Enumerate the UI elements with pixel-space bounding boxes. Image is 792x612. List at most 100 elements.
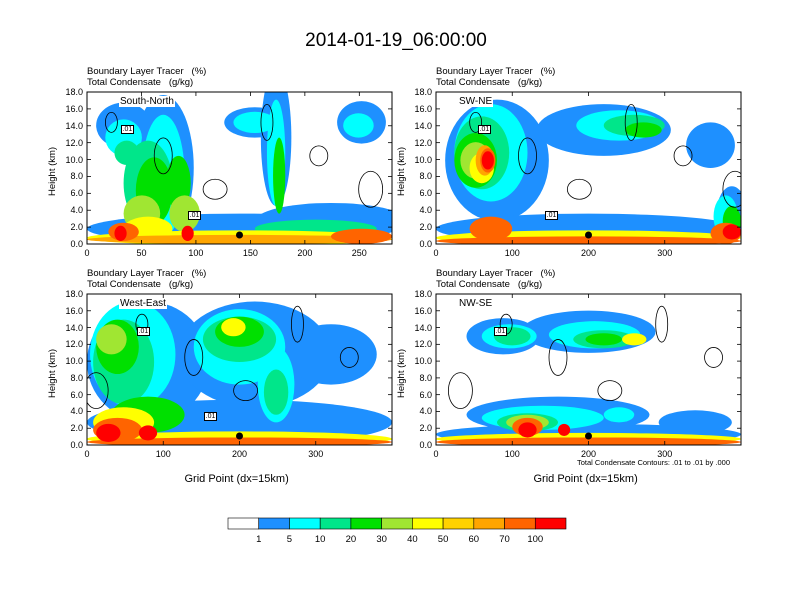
panel-title: Boundary Layer Tracer (%) Total Condensa… (87, 268, 207, 290)
y-tick-label: 4.0 (70, 205, 83, 216)
y-tick-label: 16.0 (65, 305, 83, 316)
y-tick-label: 8.0 (419, 372, 432, 383)
location-marker (236, 432, 243, 440)
x-tick-label: 0 (433, 449, 439, 459)
y-tick-label: 8.0 (70, 171, 83, 182)
tracer-region (625, 122, 662, 138)
contour-label: .01 (136, 327, 151, 337)
x-tick-label: 300 (657, 449, 673, 459)
condensate-contour (597, 380, 623, 402)
y-tick-label: 14.0 (414, 322, 432, 333)
x-axis-title: Grid Point (dx=15km) (533, 473, 638, 485)
condensate-contour (447, 372, 473, 410)
y-axis-title: Height (km) (47, 348, 58, 398)
tracer-region (273, 137, 286, 214)
tracer-region (518, 422, 537, 438)
y-tick-label: 14.0 (65, 120, 83, 131)
x-tick-label: 100 (504, 248, 520, 258)
section-name-label: West-East (119, 298, 167, 309)
colorbar-label: 40 (407, 534, 418, 545)
colorbar-swatch (319, 517, 352, 530)
condensate-contour (309, 145, 329, 167)
x-tick-label: 100 (188, 248, 204, 258)
y-tick-label: 16.0 (414, 103, 432, 114)
y-tick-label: 18.0 (65, 289, 83, 299)
tracer-region (114, 140, 139, 165)
y-tick-label: 12.0 (65, 339, 83, 350)
y-tick-label: 8.0 (70, 372, 83, 383)
contour-label: .01 (203, 411, 218, 421)
tracer-region (343, 113, 374, 138)
condensate-contour (469, 112, 483, 133)
section-name-label: NW-SE (458, 298, 494, 309)
figure-title: 2014-01-19_06:00:00 (305, 30, 487, 51)
tracer-region (114, 225, 127, 241)
colorbar-swatch (412, 517, 444, 530)
colorbar-swatch (504, 517, 536, 530)
condensate-contour (722, 170, 741, 208)
y-tick-label: 6.0 (419, 389, 432, 400)
y-tick-label: 6.0 (419, 188, 432, 199)
y-tick-label: 10.0 (65, 356, 83, 367)
y-tick-label: 2.0 (419, 423, 432, 434)
section-name-label: South-North (119, 96, 175, 107)
x-axis-title: Grid Point (dx=15km) (184, 473, 289, 485)
tracer-region (138, 425, 158, 441)
y-tick-label: 4.0 (419, 205, 432, 216)
contour-label: .01 (120, 125, 135, 135)
colorbar-label: 60 (468, 534, 480, 545)
x-tick-label: 150 (242, 248, 258, 258)
contour-label: .01 (544, 210, 559, 220)
colorbar-label: 30 (376, 534, 387, 545)
condensate-contour (624, 104, 638, 141)
tracer-region (96, 423, 121, 442)
x-tick-label: 250 (351, 248, 367, 258)
colorbar-label: 50 (437, 534, 449, 545)
panel-west-east (86, 293, 393, 446)
y-tick-label: 12.0 (414, 137, 432, 148)
tracer-region (87, 234, 392, 244)
colorbar-swatch (258, 517, 290, 530)
y-axis-title: Height (km) (396, 146, 407, 196)
condensate-contour (518, 137, 537, 175)
y-tick-label: 2.0 (70, 423, 83, 434)
y-tick-label: 0.0 (419, 239, 432, 249)
tracer-region (221, 318, 246, 337)
colorbar-swatch (350, 517, 382, 530)
colorbar-label: 1 (256, 534, 262, 545)
condensate-contour (704, 347, 723, 368)
condensate-contour (202, 178, 228, 200)
x-tick-label: 200 (580, 248, 597, 258)
contour-note: Total Condensate Contours: .01 to .01 by… (577, 458, 731, 467)
y-tick-label: 0.0 (419, 440, 432, 450)
x-tick-label: 0 (84, 449, 90, 459)
colorbar-swatch (227, 517, 260, 530)
tracer-region (285, 324, 377, 385)
tracer-region (331, 228, 392, 244)
y-tick-label: 12.0 (414, 339, 432, 350)
location-marker (585, 432, 592, 440)
condensate-contour (233, 380, 259, 402)
tracer-region (722, 224, 741, 240)
panel-title: Boundary Layer Tracer (%) Total Condensa… (436, 66, 556, 88)
location-marker (236, 231, 243, 239)
colorbar-label: 10 (314, 534, 326, 545)
condensate-contour (673, 145, 693, 167)
x-tick-label: 0 (84, 248, 90, 258)
condensate-contour (339, 347, 359, 368)
contour-label: .01 (493, 327, 508, 337)
condensate-contour (87, 372, 109, 410)
colorbar-label: 70 (499, 534, 510, 545)
condensate-contour (655, 305, 669, 343)
condensate-contour (184, 339, 204, 376)
colorbar (227, 517, 567, 530)
condensate-contour (358, 170, 384, 208)
y-tick-label: 6.0 (70, 188, 83, 199)
tracer-region (96, 324, 127, 355)
x-tick-label: 200 (231, 449, 248, 459)
x-tick-label: 300 (308, 449, 324, 459)
tracer-region (585, 333, 623, 346)
y-tick-label: 6.0 (70, 389, 83, 400)
y-tick-label: 10.0 (65, 154, 83, 165)
